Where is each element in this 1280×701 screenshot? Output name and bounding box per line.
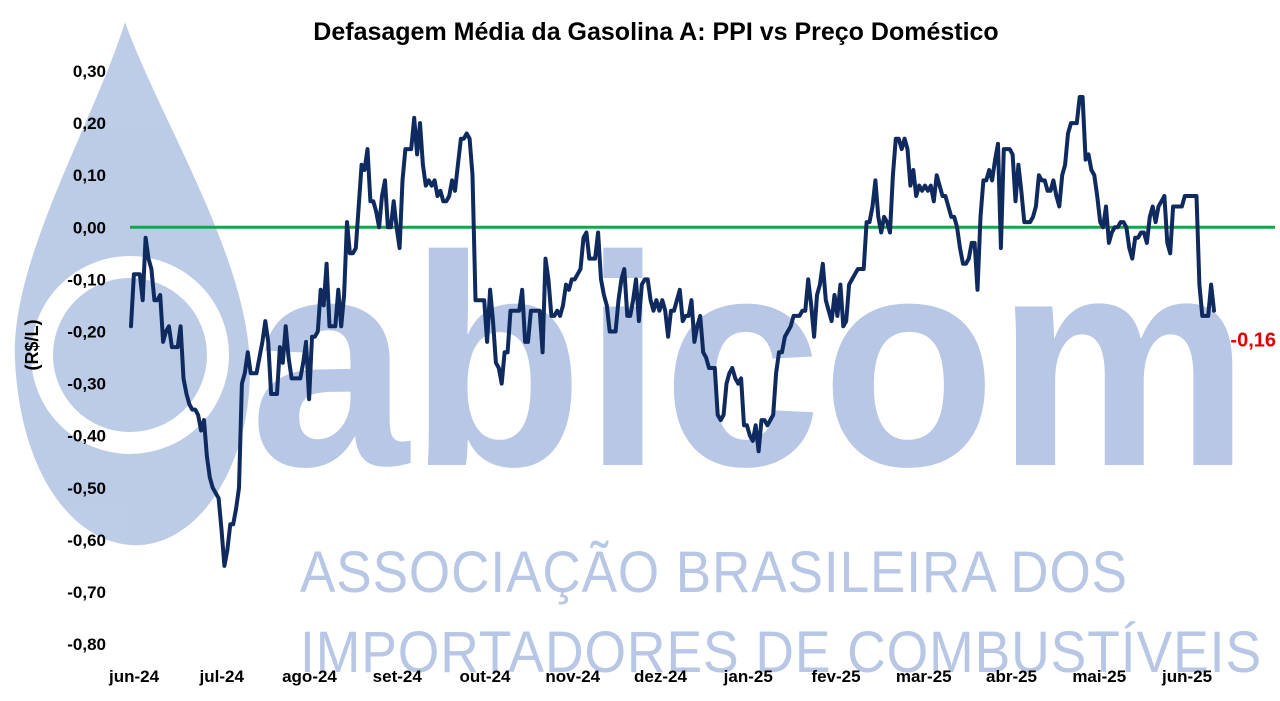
series-line	[129, 95, 1216, 568]
y-tick-label: -0,50	[67, 479, 106, 498]
y-axis-label: (R$/L)	[22, 320, 42, 371]
x-axis-ticks: jun-24 jul-24 ago-24 set-24 out-24 nov-24 dez-…	[108, 667, 1212, 686]
x-tick-label: dez-24	[634, 667, 687, 686]
watermark-line1: ASSOCIAÇÃO BRASILEIRA DOS	[300, 540, 1128, 605]
y-tick-label: 0,00	[73, 218, 106, 237]
x-tick-label: mar-25	[896, 667, 952, 686]
y-tick-label: 0,30	[73, 62, 106, 81]
x-tick-label: ago-24	[282, 667, 337, 686]
y-tick-label: -0,70	[67, 583, 106, 602]
y-tick-label: -0,40	[67, 427, 106, 446]
x-tick-label: set-24	[373, 667, 423, 686]
y-tick-label: -0,60	[67, 531, 106, 550]
y-tick-label: 0,20	[73, 114, 106, 133]
x-tick-label: fev-25	[811, 667, 860, 686]
globe-icon	[31, 256, 229, 454]
x-tick-label: jun-25	[1161, 667, 1212, 686]
watermark-brand: abicom	[250, 193, 1250, 529]
x-tick-label: jul-24	[199, 667, 245, 686]
x-tick-label: out-24	[460, 667, 512, 686]
y-tick-label: -0,20	[67, 323, 106, 342]
x-tick-label: mai-25	[1072, 667, 1126, 686]
x-tick-label: nov-24	[545, 667, 600, 686]
y-tick-label: -0,80	[67, 635, 106, 654]
y-tick-label: 0,10	[73, 166, 106, 185]
x-tick-label: abr-25	[986, 667, 1037, 686]
y-tick-label: -0,10	[67, 270, 106, 289]
abicom-watermark: abicom ASSOCIAÇÃO BRASILEIRA DOS IMPORTA…	[14, 22, 1262, 685]
x-tick-label: jun-24	[108, 667, 160, 686]
watermark-line2: IMPORTADORES DE COMBUSTÍVEIS	[300, 620, 1262, 685]
y-axis-ticks: 0,30 0,20 0,10 0,00 -0,10 -0,20 -0,30 -0,40 -0,5…	[67, 62, 106, 654]
last-value-label: -0,16	[1230, 330, 1276, 352]
y-tick-label: -0,30	[67, 375, 106, 394]
x-tick-label: jan-25	[723, 667, 773, 686]
chart-title: Defasagem Média da Gasolina A: PPI vs Pr…	[313, 18, 998, 46]
